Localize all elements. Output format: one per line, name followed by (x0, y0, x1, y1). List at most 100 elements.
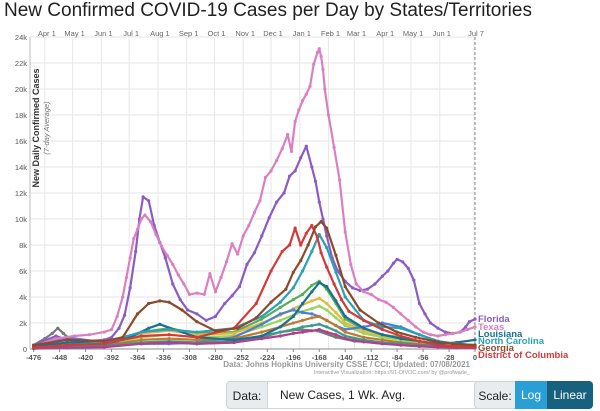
data-point (224, 260, 229, 264)
y-tick-label: 18k (15, 111, 27, 120)
month-label: Jun 1 (94, 29, 112, 38)
data-point (134, 249, 138, 254)
y-tick-label: 24k (15, 33, 27, 42)
data-point (158, 322, 162, 326)
data-point (260, 325, 264, 329)
data-point (373, 282, 377, 286)
data-point (139, 338, 143, 342)
y-tick-label: 14k (15, 163, 27, 172)
data-point (310, 223, 314, 228)
data-point (473, 317, 477, 321)
data-label: Data: (226, 381, 268, 409)
data-point (313, 179, 318, 183)
data-point (195, 338, 199, 342)
data-point (436, 326, 440, 330)
data-point (121, 335, 125, 339)
log-scale-button[interactable]: Log (515, 381, 547, 409)
x-tick-label: -252 (234, 353, 249, 362)
data-point (473, 325, 477, 329)
data-point (278, 305, 282, 309)
month-label: Jul 1 (123, 29, 139, 38)
linear-scale-button[interactable]: Linear (547, 381, 593, 409)
month-label: Aug 1 (150, 29, 170, 38)
data-point (310, 324, 314, 328)
data-point (317, 233, 321, 237)
data-point (128, 256, 132, 260)
data-point (147, 326, 151, 330)
data-point (365, 287, 370, 291)
y-tick-label: 2k (19, 319, 27, 328)
data-point (325, 285, 329, 289)
data-point (202, 292, 206, 296)
data-point (325, 318, 329, 322)
data-point (171, 282, 175, 286)
data-point (54, 337, 58, 341)
data-point (154, 233, 158, 237)
data-point (321, 67, 325, 72)
data-select-value: New Cases, 1 Wk. Avg. (280, 388, 406, 402)
month-label: Apr 1 (38, 29, 56, 38)
x-tick-label: -336 (156, 353, 171, 362)
data-point (147, 301, 151, 306)
data-point (399, 343, 403, 347)
month-label: May 1 (64, 29, 84, 38)
data-point (293, 169, 297, 173)
data-point (232, 340, 236, 345)
data-point (347, 309, 351, 313)
data-point (319, 251, 323, 255)
data-point (236, 252, 240, 256)
data-point (87, 333, 91, 337)
data-point (399, 312, 403, 316)
data-point (467, 320, 472, 324)
data-point (414, 335, 418, 339)
data-point (332, 282, 336, 286)
data-point (310, 307, 314, 311)
data-point (165, 253, 169, 257)
data-point (195, 312, 199, 316)
data-point (454, 344, 459, 348)
data-point (343, 334, 347, 338)
data-point (417, 301, 421, 306)
data-point (304, 144, 308, 148)
data-point (260, 317, 264, 321)
data-point (399, 326, 403, 330)
data-point (317, 327, 321, 332)
x-tick-label: -364 (130, 353, 146, 362)
data-point (380, 333, 384, 337)
data-point (195, 335, 199, 339)
data-point (325, 308, 329, 312)
data-point (291, 331, 295, 335)
data-point (395, 257, 399, 261)
data-point (252, 251, 256, 255)
data-point (187, 292, 192, 296)
data-point (195, 320, 199, 324)
data-select[interactable]: New Cases, 1 Wk. Avg. ⌄ (267, 381, 494, 409)
data-point (300, 311, 305, 315)
data-point (473, 343, 477, 347)
data-point (121, 295, 125, 299)
series-group (32, 47, 477, 351)
data-point (315, 51, 319, 55)
data-point (339, 298, 344, 302)
data-point (343, 324, 347, 328)
y-tick-label: 4k (19, 293, 27, 302)
data-point (310, 312, 314, 316)
series-end-label: Georgia (478, 343, 515, 354)
data-point (258, 199, 262, 203)
series-end-label: North Carolina (478, 336, 545, 347)
data-point (343, 285, 347, 289)
data-point (182, 282, 186, 286)
data-point (319, 54, 323, 59)
data-point (278, 318, 282, 322)
month-label: Jul 7 (468, 29, 484, 38)
data-point (310, 329, 314, 333)
data-point (376, 298, 381, 302)
chart-controls: Data: New Cases, 1 Wk. Avg. ⌄ Scale: Log… (226, 381, 600, 411)
data-point (436, 343, 440, 347)
data-point (132, 236, 136, 241)
data-point (167, 333, 171, 337)
data-point (143, 213, 147, 217)
month-label: Jan 1 (293, 29, 311, 38)
y-tick-label: 22k (15, 59, 27, 68)
data-point (186, 308, 190, 312)
